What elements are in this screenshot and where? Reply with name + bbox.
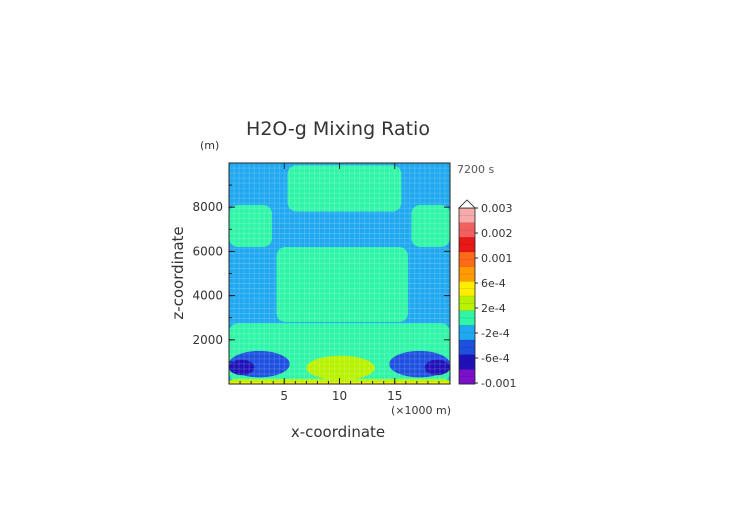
colorbar-segment — [459, 252, 475, 267]
colorbar-segment — [459, 296, 475, 311]
contour-region-2 — [411, 204, 450, 247]
contour-region-0 — [287, 165, 402, 212]
colorbar-segment — [459, 237, 475, 253]
colorbar-label: 0.003 — [481, 202, 513, 215]
colorbar-segment — [459, 266, 475, 282]
y-tick-label: 6000 — [192, 244, 223, 258]
plot-area — [229, 163, 450, 384]
y-tick-label: 8000 — [192, 200, 223, 214]
colorbar-segment — [459, 310, 475, 326]
y-axis-label: z-coordinate — [169, 226, 187, 319]
colorbar-extend-arrow — [458, 199, 476, 209]
x-tick-label: 15 — [387, 389, 402, 403]
contour-region-3 — [276, 246, 409, 323]
contour-fill-group — [229, 163, 450, 384]
chart-title: H2O-g Mixing Ratio — [246, 118, 430, 140]
colorbar-segment — [459, 369, 475, 385]
y-tick-label: 2000 — [192, 333, 223, 347]
x-tick-label: 5 — [280, 389, 288, 403]
colorbar-label: -0.001 — [481, 377, 516, 390]
colorbar-segment — [459, 208, 475, 223]
colorbar-label: -6e-4 — [481, 352, 510, 365]
colorbar-segment — [459, 340, 475, 355]
colorbar-legend: 0.003 0.002 0.001 6e-4 2e-4 -2e-4 -6e-4 -0.001 — [458, 199, 516, 390]
grid-lines — [229, 163, 450, 384]
y-tick-label: 4000 — [192, 289, 223, 303]
contour-region-7 — [229, 359, 255, 376]
axes: 5 10 15 2000 4000 6000 8000 — [192, 162, 451, 403]
colorbar-label: 2e-4 — [481, 302, 506, 315]
x-axis-label: x-coordinate — [291, 423, 385, 441]
contour-region-9 — [306, 355, 375, 381]
time-label: 7200 s — [457, 163, 494, 176]
colorbar-label: 6e-4 — [481, 277, 506, 290]
x-tick-label: 10 — [332, 389, 347, 403]
colorbar-label: -2e-4 — [481, 327, 510, 340]
colorbar-segment — [459, 281, 475, 297]
y-unit-label: (m) — [200, 139, 219, 152]
colorbar-label: 0.002 — [481, 227, 513, 240]
contour-region-8 — [424, 359, 450, 376]
contour-region-1 — [229, 204, 273, 247]
colorbar-segment — [459, 354, 475, 370]
colorbar-segment — [459, 325, 475, 341]
colorbar-label: 0.001 — [481, 252, 513, 265]
colorbar-segment — [459, 222, 475, 238]
x-unit-label: (×1000 m) — [391, 404, 451, 417]
